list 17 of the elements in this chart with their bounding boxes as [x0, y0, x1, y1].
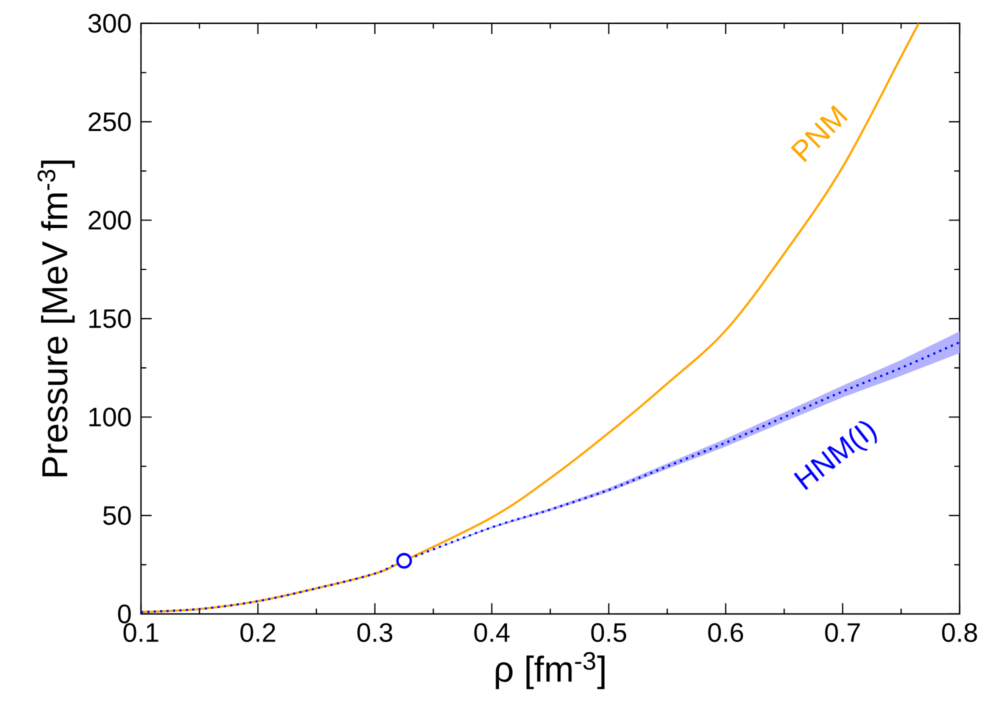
y-tick-label: 50	[103, 506, 131, 525]
x-tick-label: 0.3	[357, 623, 392, 642]
y-tick-label: 100	[89, 408, 131, 427]
y-tick-label: 300	[88, 14, 131, 33]
x-axis-title: ρ [fm$^{-3}$]	[496, 652, 604, 690]
y-tick-label: 0	[118, 604, 131, 624]
x-tick-label: 0.7	[825, 623, 860, 642]
y-tick-label: 150	[89, 309, 131, 328]
x-tick-label: 0.6	[708, 623, 744, 642]
x-tick-label: 0.8	[942, 623, 977, 642]
y-tick-label: 250	[88, 112, 131, 132]
y-axis-title: Pressure [MeV fm$^{-3}$]	[38, 160, 75, 476]
x-tick-label: 0.2	[240, 623, 276, 642]
x-tick-label: 0.4	[474, 623, 510, 642]
y-tick-label: 200	[88, 210, 131, 230]
x-tick-label: 0.5	[591, 623, 626, 642]
x-tick-label: 0.1	[124, 623, 158, 642]
